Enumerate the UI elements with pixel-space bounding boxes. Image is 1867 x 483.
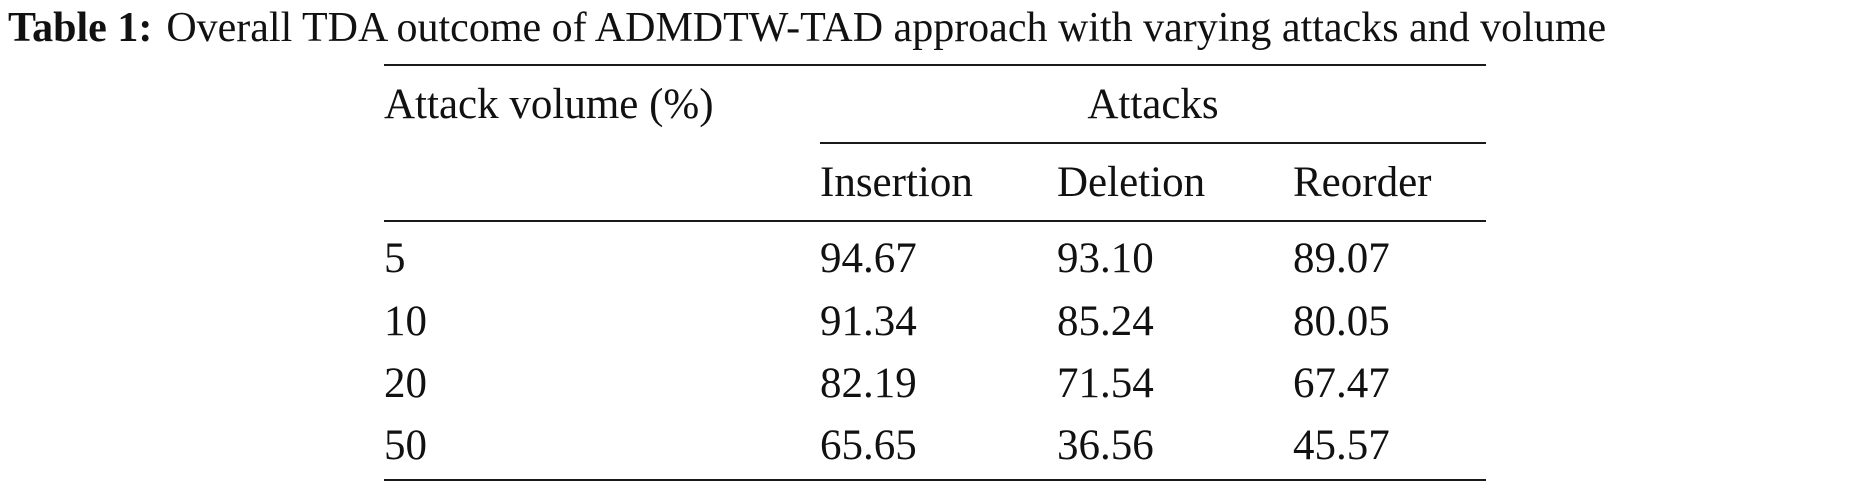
column-header-reorder: Reorder <box>1293 159 1432 206</box>
bottom-rule <box>384 479 1486 481</box>
column-header-insertion: Insertion <box>820 159 973 206</box>
row-2-reorder: 80.05 <box>1293 298 1390 345</box>
table-caption: Table 1: Overall TDA outcome of ADMDTW-TA… <box>8 2 1863 54</box>
row-1-deletion: 93.10 <box>1057 235 1154 282</box>
row-2-insertion: 91.34 <box>820 298 917 345</box>
row-3-volume: 20 <box>384 360 427 407</box>
caption-label: Table 1: <box>8 5 153 51</box>
top-rule <box>384 64 1486 66</box>
row-1-reorder: 89.07 <box>1293 235 1390 282</box>
row-2-deletion: 85.24 <box>1057 298 1154 345</box>
row-1-insertion: 94.67 <box>820 235 917 282</box>
row-3-reorder: 67.47 <box>1293 360 1390 407</box>
header-bottom-rule <box>384 220 1486 222</box>
attacks-group-header: Attacks <box>1087 81 1219 128</box>
row-4-reorder: 45.57 <box>1293 422 1390 469</box>
row-3-deletion: 71.54 <box>1057 360 1154 407</box>
column-header-deletion: Deletion <box>1057 159 1206 206</box>
row-3-insertion: 82.19 <box>820 360 917 407</box>
row-4-insertion: 65.65 <box>820 422 917 469</box>
row-2-volume: 10 <box>384 298 427 345</box>
row-4-volume: 50 <box>384 422 427 469</box>
attacks-cmidrule <box>820 142 1486 144</box>
row-4-deletion: 36.56 <box>1057 422 1154 469</box>
row-header-label: Attack volume (%) <box>384 81 714 128</box>
row-1-volume: 5 <box>384 235 406 282</box>
caption-text: Overall TDA outcome of ADMDTW-TAD approa… <box>166 5 1607 51</box>
